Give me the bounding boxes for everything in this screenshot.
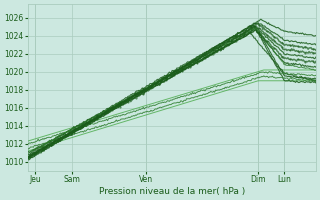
X-axis label: Pression niveau de la mer( hPa ): Pression niveau de la mer( hPa ): [99, 187, 245, 196]
